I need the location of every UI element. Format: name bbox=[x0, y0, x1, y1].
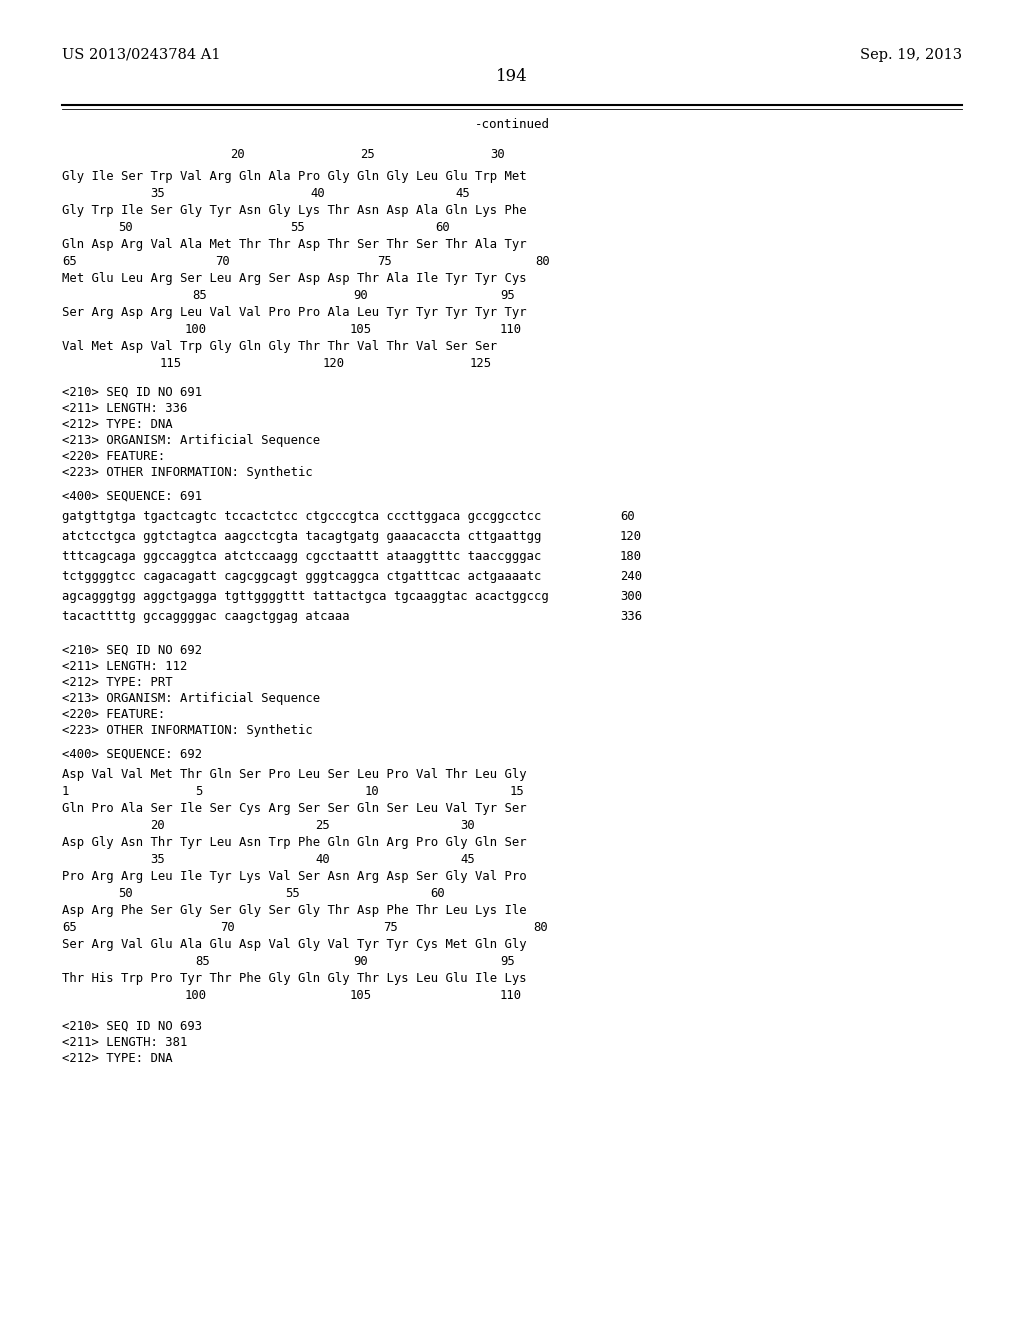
Text: 75: 75 bbox=[383, 921, 397, 935]
Text: 30: 30 bbox=[460, 818, 475, 832]
Text: <213> ORGANISM: Artificial Sequence: <213> ORGANISM: Artificial Sequence bbox=[62, 434, 321, 447]
Text: 240: 240 bbox=[620, 570, 642, 583]
Text: 50: 50 bbox=[118, 220, 133, 234]
Text: tttcagcaga ggccaggtca atctccaagg cgcctaattt ataaggtttc taaccgggac: tttcagcaga ggccaggtca atctccaagg cgcctaa… bbox=[62, 550, 542, 564]
Text: atctcctgca ggtctagtca aagcctcgta tacagtgatg gaaacaccta cttgaattgg: atctcctgca ggtctagtca aagcctcgta tacagtg… bbox=[62, 531, 542, 543]
Text: agcagggtgg aggctgagga tgttggggttt tattactgca tgcaaggtac acactggccg: agcagggtgg aggctgagga tgttggggttt tattac… bbox=[62, 590, 549, 603]
Text: 35: 35 bbox=[150, 187, 165, 201]
Text: <220> FEATURE:: <220> FEATURE: bbox=[62, 450, 165, 463]
Text: 85: 85 bbox=[195, 954, 210, 968]
Text: 20: 20 bbox=[230, 148, 245, 161]
Text: Val Met Asp Val Trp Gly Gln Gly Thr Thr Val Thr Val Ser Ser: Val Met Asp Val Trp Gly Gln Gly Thr Thr … bbox=[62, 341, 497, 352]
Text: Ser Arg Asp Arg Leu Val Val Pro Pro Ala Leu Tyr Tyr Tyr Tyr Tyr: Ser Arg Asp Arg Leu Val Val Pro Pro Ala … bbox=[62, 306, 526, 319]
Text: 70: 70 bbox=[215, 255, 229, 268]
Text: 300: 300 bbox=[620, 590, 642, 603]
Text: 194: 194 bbox=[496, 69, 528, 84]
Text: <212> TYPE: DNA: <212> TYPE: DNA bbox=[62, 418, 173, 432]
Text: 100: 100 bbox=[185, 989, 207, 1002]
Text: 125: 125 bbox=[470, 356, 493, 370]
Text: -continued: -continued bbox=[474, 117, 550, 131]
Text: 95: 95 bbox=[500, 954, 515, 968]
Text: tacacttttg gccaggggac caagctggag atcaaa: tacacttttg gccaggggac caagctggag atcaaa bbox=[62, 610, 349, 623]
Text: 120: 120 bbox=[620, 531, 642, 543]
Text: <211> LENGTH: 381: <211> LENGTH: 381 bbox=[62, 1036, 187, 1049]
Text: Gly Ile Ser Trp Val Arg Gln Ala Pro Gly Gln Gly Leu Glu Trp Met: Gly Ile Ser Trp Val Arg Gln Ala Pro Gly … bbox=[62, 170, 526, 183]
Text: <223> OTHER INFORMATION: Synthetic: <223> OTHER INFORMATION: Synthetic bbox=[62, 723, 312, 737]
Text: 45: 45 bbox=[455, 187, 470, 201]
Text: Asp Arg Phe Ser Gly Ser Gly Ser Gly Thr Asp Phe Thr Leu Lys Ile: Asp Arg Phe Ser Gly Ser Gly Ser Gly Thr … bbox=[62, 904, 526, 917]
Text: 5: 5 bbox=[195, 785, 203, 799]
Text: 30: 30 bbox=[490, 148, 505, 161]
Text: 100: 100 bbox=[185, 323, 207, 337]
Text: 336: 336 bbox=[620, 610, 642, 623]
Text: <212> TYPE: DNA: <212> TYPE: DNA bbox=[62, 1052, 173, 1065]
Text: Pro Arg Arg Leu Ile Tyr Lys Val Ser Asn Arg Asp Ser Gly Val Pro: Pro Arg Arg Leu Ile Tyr Lys Val Ser Asn … bbox=[62, 870, 526, 883]
Text: 105: 105 bbox=[350, 323, 372, 337]
Text: 70: 70 bbox=[220, 921, 234, 935]
Text: <211> LENGTH: 112: <211> LENGTH: 112 bbox=[62, 660, 187, 673]
Text: 105: 105 bbox=[350, 989, 372, 1002]
Text: 20: 20 bbox=[150, 818, 165, 832]
Text: <400> SEQUENCE: 692: <400> SEQUENCE: 692 bbox=[62, 748, 202, 762]
Text: Gln Asp Arg Val Ala Met Thr Thr Asp Thr Ser Thr Ser Thr Ala Tyr: Gln Asp Arg Val Ala Met Thr Thr Asp Thr … bbox=[62, 238, 526, 251]
Text: 15: 15 bbox=[510, 785, 524, 799]
Text: 55: 55 bbox=[285, 887, 300, 900]
Text: 95: 95 bbox=[500, 289, 515, 302]
Text: <211> LENGTH: 336: <211> LENGTH: 336 bbox=[62, 403, 187, 414]
Text: <400> SEQUENCE: 691: <400> SEQUENCE: 691 bbox=[62, 490, 202, 503]
Text: 65: 65 bbox=[62, 255, 77, 268]
Text: 110: 110 bbox=[500, 989, 522, 1002]
Text: <212> TYPE: PRT: <212> TYPE: PRT bbox=[62, 676, 173, 689]
Text: Asp Gly Asn Thr Tyr Leu Asn Trp Phe Gln Gln Arg Pro Gly Gln Ser: Asp Gly Asn Thr Tyr Leu Asn Trp Phe Gln … bbox=[62, 836, 526, 849]
Text: 65: 65 bbox=[62, 921, 77, 935]
Text: Asp Val Val Met Thr Gln Ser Pro Leu Ser Leu Pro Val Thr Leu Gly: Asp Val Val Met Thr Gln Ser Pro Leu Ser … bbox=[62, 768, 526, 781]
Text: 60: 60 bbox=[435, 220, 450, 234]
Text: 85: 85 bbox=[193, 289, 207, 302]
Text: 120: 120 bbox=[323, 356, 345, 370]
Text: <210> SEQ ID NO 691: <210> SEQ ID NO 691 bbox=[62, 385, 202, 399]
Text: Ser Arg Val Glu Ala Glu Asp Val Gly Val Tyr Tyr Cys Met Gln Gly: Ser Arg Val Glu Ala Glu Asp Val Gly Val … bbox=[62, 939, 526, 950]
Text: 60: 60 bbox=[620, 510, 635, 523]
Text: Sep. 19, 2013: Sep. 19, 2013 bbox=[860, 48, 962, 62]
Text: 180: 180 bbox=[620, 550, 642, 564]
Text: <223> OTHER INFORMATION: Synthetic: <223> OTHER INFORMATION: Synthetic bbox=[62, 466, 312, 479]
Text: gatgttgtga tgactcagtc tccactctcc ctgcccgtca cccttggaca gccggcctcc: gatgttgtga tgactcagtc tccactctcc ctgcccg… bbox=[62, 510, 542, 523]
Text: Met Glu Leu Arg Ser Leu Arg Ser Asp Asp Thr Ala Ile Tyr Tyr Cys: Met Glu Leu Arg Ser Leu Arg Ser Asp Asp … bbox=[62, 272, 526, 285]
Text: 10: 10 bbox=[365, 785, 380, 799]
Text: 90: 90 bbox=[353, 289, 368, 302]
Text: 80: 80 bbox=[535, 255, 550, 268]
Text: 25: 25 bbox=[315, 818, 330, 832]
Text: 60: 60 bbox=[430, 887, 444, 900]
Text: 75: 75 bbox=[377, 255, 392, 268]
Text: 55: 55 bbox=[290, 220, 305, 234]
Text: Thr His Trp Pro Tyr Thr Phe Gly Gln Gly Thr Lys Leu Glu Ile Lys: Thr His Trp Pro Tyr Thr Phe Gly Gln Gly … bbox=[62, 972, 526, 985]
Text: 90: 90 bbox=[353, 954, 368, 968]
Text: US 2013/0243784 A1: US 2013/0243784 A1 bbox=[62, 48, 220, 62]
Text: 50: 50 bbox=[118, 887, 133, 900]
Text: 80: 80 bbox=[534, 921, 548, 935]
Text: 40: 40 bbox=[315, 853, 330, 866]
Text: 1: 1 bbox=[62, 785, 70, 799]
Text: 115: 115 bbox=[160, 356, 182, 370]
Text: 35: 35 bbox=[150, 853, 165, 866]
Text: <210> SEQ ID NO 692: <210> SEQ ID NO 692 bbox=[62, 644, 202, 657]
Text: Gln Pro Ala Ser Ile Ser Cys Arg Ser Ser Gln Ser Leu Val Tyr Ser: Gln Pro Ala Ser Ile Ser Cys Arg Ser Ser … bbox=[62, 803, 526, 814]
Text: 110: 110 bbox=[500, 323, 522, 337]
Text: <220> FEATURE:: <220> FEATURE: bbox=[62, 708, 165, 721]
Text: tctggggtcc cagacagatt cagcggcagt gggtcaggca ctgatttcac actgaaaatc: tctggggtcc cagacagatt cagcggcagt gggtcag… bbox=[62, 570, 542, 583]
Text: 25: 25 bbox=[360, 148, 375, 161]
Text: 40: 40 bbox=[310, 187, 325, 201]
Text: <210> SEQ ID NO 693: <210> SEQ ID NO 693 bbox=[62, 1020, 202, 1034]
Text: 45: 45 bbox=[460, 853, 475, 866]
Text: <213> ORGANISM: Artificial Sequence: <213> ORGANISM: Artificial Sequence bbox=[62, 692, 321, 705]
Text: Gly Trp Ile Ser Gly Tyr Asn Gly Lys Thr Asn Asp Ala Gln Lys Phe: Gly Trp Ile Ser Gly Tyr Asn Gly Lys Thr … bbox=[62, 205, 526, 216]
